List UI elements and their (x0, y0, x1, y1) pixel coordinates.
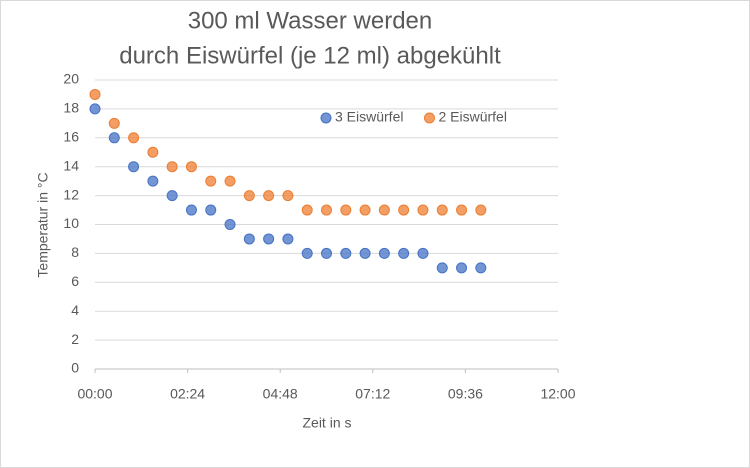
y-tick-label: 2 (71, 331, 79, 347)
point (398, 204, 410, 216)
point (147, 175, 159, 187)
point (185, 161, 197, 173)
point (243, 190, 255, 202)
point (436, 204, 448, 216)
point (263, 190, 275, 202)
y-tick-label: 10 (63, 215, 79, 231)
y-tick-label: 4 (71, 302, 79, 318)
point (378, 204, 390, 216)
y-axis-label: Temperatur in °C (35, 172, 51, 277)
y-tick-label: 16 (63, 129, 79, 145)
point (263, 233, 275, 245)
point (321, 247, 332, 259)
x-tick-label: 00:00 (77, 386, 112, 402)
point (128, 161, 140, 173)
point (301, 204, 313, 216)
point (301, 247, 313, 259)
point (166, 161, 178, 173)
point (224, 219, 236, 230)
point (378, 247, 390, 259)
y-tick-label: 6 (71, 273, 79, 289)
point (89, 103, 101, 115)
point (108, 132, 120, 144)
point (224, 175, 236, 187)
point (456, 204, 468, 216)
point (205, 204, 217, 216)
point (166, 190, 178, 202)
point (340, 247, 352, 259)
point (243, 233, 255, 245)
legend-label: 2 Eiswürfel (438, 109, 506, 125)
x-tick-label: 07:12 (355, 386, 390, 402)
point (185, 204, 197, 216)
chart-title: 300 ml Wasser werden (188, 7, 433, 34)
x-axis-label: Zeit in s (302, 415, 351, 431)
legend-label: 3 Eiswürfel (335, 109, 403, 125)
point (128, 132, 140, 144)
x-tick-label: 09:36 (448, 386, 483, 402)
point (359, 204, 371, 216)
y-tick-label: 8 (71, 244, 79, 260)
y-tick-label: 12 (63, 186, 79, 202)
y-tick-label: 18 (63, 100, 79, 116)
point (205, 175, 217, 187)
point (147, 146, 159, 158)
point (456, 262, 468, 274)
point (282, 190, 294, 202)
chart-title: durch Eiswürfel (je 12 ml) abgekühlt (119, 42, 501, 69)
y-tick-label: 20 (63, 71, 79, 87)
point (340, 204, 352, 216)
legend-marker (423, 112, 435, 124)
point (108, 117, 120, 129)
y-tick-label: 0 (71, 360, 79, 376)
point (417, 247, 429, 259)
point (321, 204, 332, 216)
point (436, 262, 448, 274)
x-tick-label: 02:24 (170, 386, 205, 402)
point (89, 88, 101, 100)
point (282, 233, 294, 245)
x-tick-label: 12:00 (540, 386, 575, 402)
x-tick-label: 04:48 (263, 386, 298, 402)
y-tick-label: 14 (63, 157, 79, 173)
point (475, 204, 487, 216)
point (475, 262, 487, 274)
point (398, 247, 410, 259)
point (359, 247, 371, 259)
point (417, 204, 429, 216)
legend-marker (320, 112, 332, 124)
